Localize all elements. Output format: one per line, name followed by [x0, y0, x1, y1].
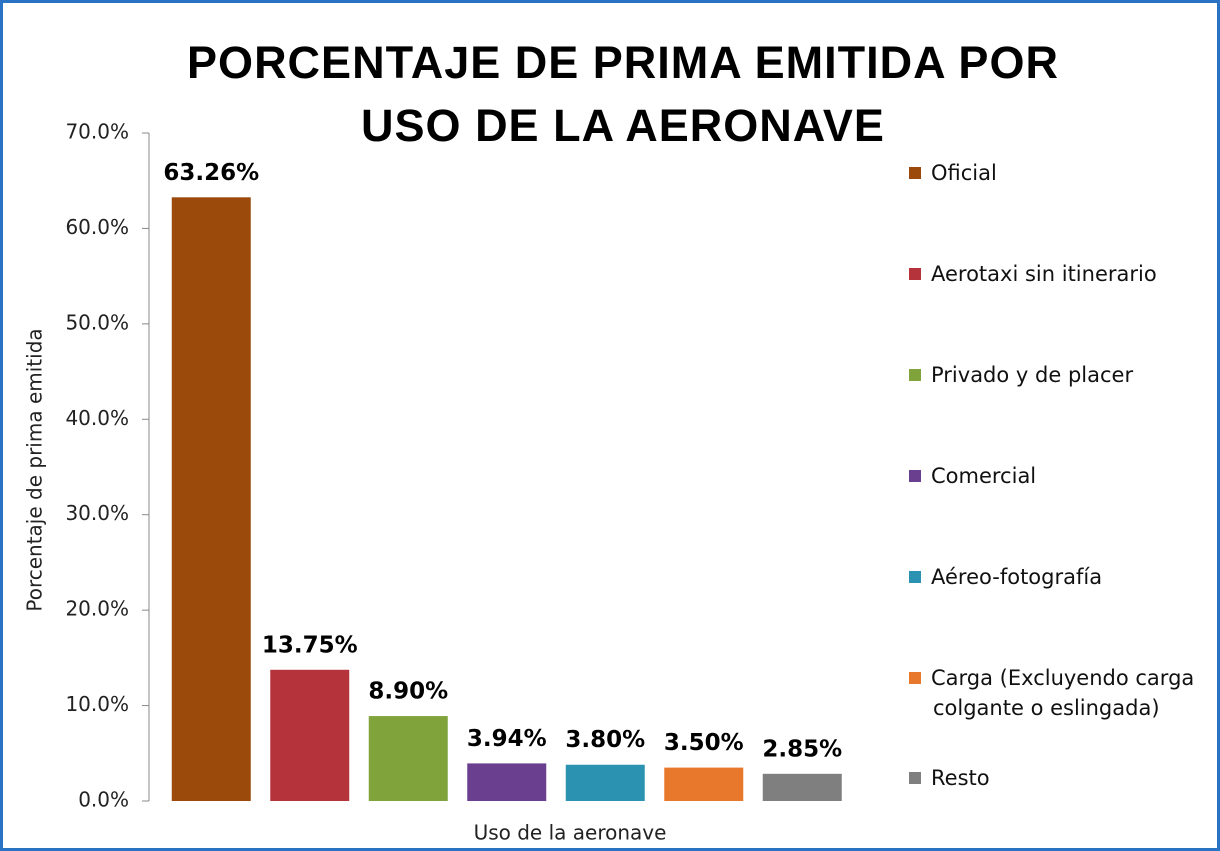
y-tick-label: 20.0%	[65, 597, 129, 621]
x-axis-label: Uso de la aeronave	[474, 821, 667, 845]
value-label: 3.80%	[565, 727, 645, 753]
legend-swatch	[909, 571, 921, 583]
legend-swatch	[909, 268, 921, 280]
value-label: 8.90%	[368, 679, 448, 705]
legend-label: Carga (Excluyendo carga colgante o eslin…	[931, 666, 1195, 720]
legend-swatch	[909, 772, 921, 784]
y-tick-label: 50.0%	[65, 310, 129, 334]
legend-label: Comercial	[931, 464, 1037, 488]
legend-label: Privado y de placer	[931, 363, 1134, 387]
value-label: 3.50%	[664, 730, 744, 756]
y-tick-label: 0.0%	[78, 788, 129, 812]
y-tick-label: 60.0%	[65, 215, 129, 239]
legend-item: Privado y de placer	[905, 360, 1217, 390]
legend-swatch	[909, 369, 921, 381]
legend-item: Carga (Excluyendo carga colgante o eslin…	[905, 663, 1217, 723]
legend-item: Aéreo-fotografía	[905, 562, 1217, 592]
legend-item: Oficial	[905, 158, 1217, 188]
value-label: 63.26%	[163, 160, 259, 186]
legend-label: Aerotaxi sin itinerario	[931, 262, 1157, 286]
bar	[664, 767, 744, 801]
legend-swatch	[909, 672, 921, 684]
bar	[270, 669, 350, 801]
chart-title: PORCENTAJE DE PRIMA EMITIDA POR USO DE L…	[187, 37, 1059, 151]
plot: 0.0% 10.0% 20.0% 30.0% 40.0% 50.0% 60.0% 70.0% P…	[23, 120, 843, 845]
value-label: 3.94%	[467, 726, 547, 752]
y-tick-label: 40.0%	[65, 406, 129, 430]
legend-item: Comercial	[905, 461, 1217, 491]
legend-label: Aéreo-fotografía	[931, 565, 1103, 589]
legend-label: Resto	[931, 766, 990, 790]
y-tick-label: 70.0%	[65, 120, 129, 144]
value-label: 13.75%	[262, 632, 358, 658]
bar	[171, 197, 251, 802]
y-tick-label: 30.0%	[65, 501, 129, 525]
legend-item: Aerotaxi sin itinerario	[905, 259, 1217, 289]
legend-item: Resto	[905, 763, 1217, 793]
bar	[565, 764, 645, 801]
y-axis-label: Porcentaje de prima emitida	[23, 328, 47, 611]
legend-swatch	[909, 470, 921, 482]
bar	[762, 773, 842, 801]
value-label: 2.85%	[762, 736, 842, 762]
legend-swatch	[909, 167, 921, 179]
y-tick-label: 10.0%	[65, 692, 129, 716]
bar	[467, 763, 547, 801]
bar	[368, 716, 448, 801]
legend-label: Oficial	[931, 161, 997, 185]
